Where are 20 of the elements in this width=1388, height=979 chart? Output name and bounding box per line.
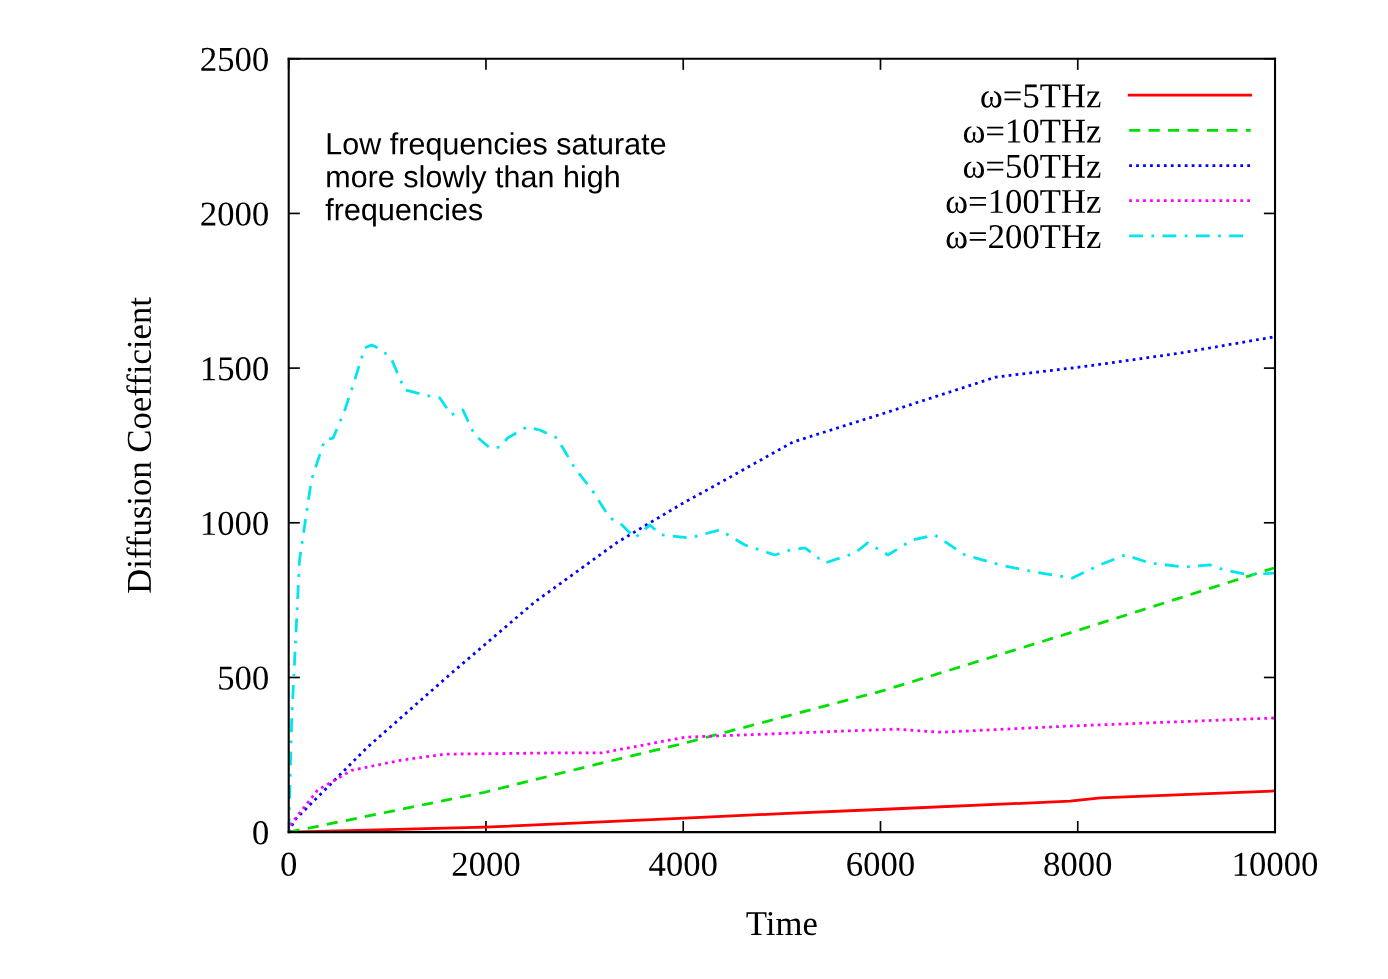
legend-label: ω=50THz — [963, 154, 1101, 179]
y-tick-label: 500 — [219, 666, 268, 690]
y-tick-label: 2000 — [201, 202, 268, 226]
y-tick-label: 1500 — [202, 357, 268, 381]
x-tick-label: 10000 — [1234, 852, 1318, 877]
annotation: Low frequencies saturate more slowly than high frequencies — [325, 132, 666, 227]
x-tick-label: 6000 — [847, 852, 914, 877]
legend-label: ω=5THz — [981, 84, 1101, 108]
legend-label: ω=100THz — [946, 189, 1101, 214]
y-axis-title: Diffusion Coefficient — [126, 297, 152, 593]
y-tick-label: 2500 — [201, 47, 268, 72]
x-tick-label: 8000 — [1044, 852, 1112, 877]
y-tick-label: 1000 — [202, 511, 268, 536]
x-tick-label: 4000 — [649, 852, 717, 877]
legend-label: ω=200THz — [946, 224, 1101, 249]
x-tick-label: 2000 — [452, 852, 520, 877]
y-tick-label: 0 — [253, 821, 268, 845]
x-tick-label: 0 — [281, 852, 297, 877]
legend-label: ω=10THz — [963, 119, 1101, 143]
x-axis-title: Time — [746, 911, 817, 936]
